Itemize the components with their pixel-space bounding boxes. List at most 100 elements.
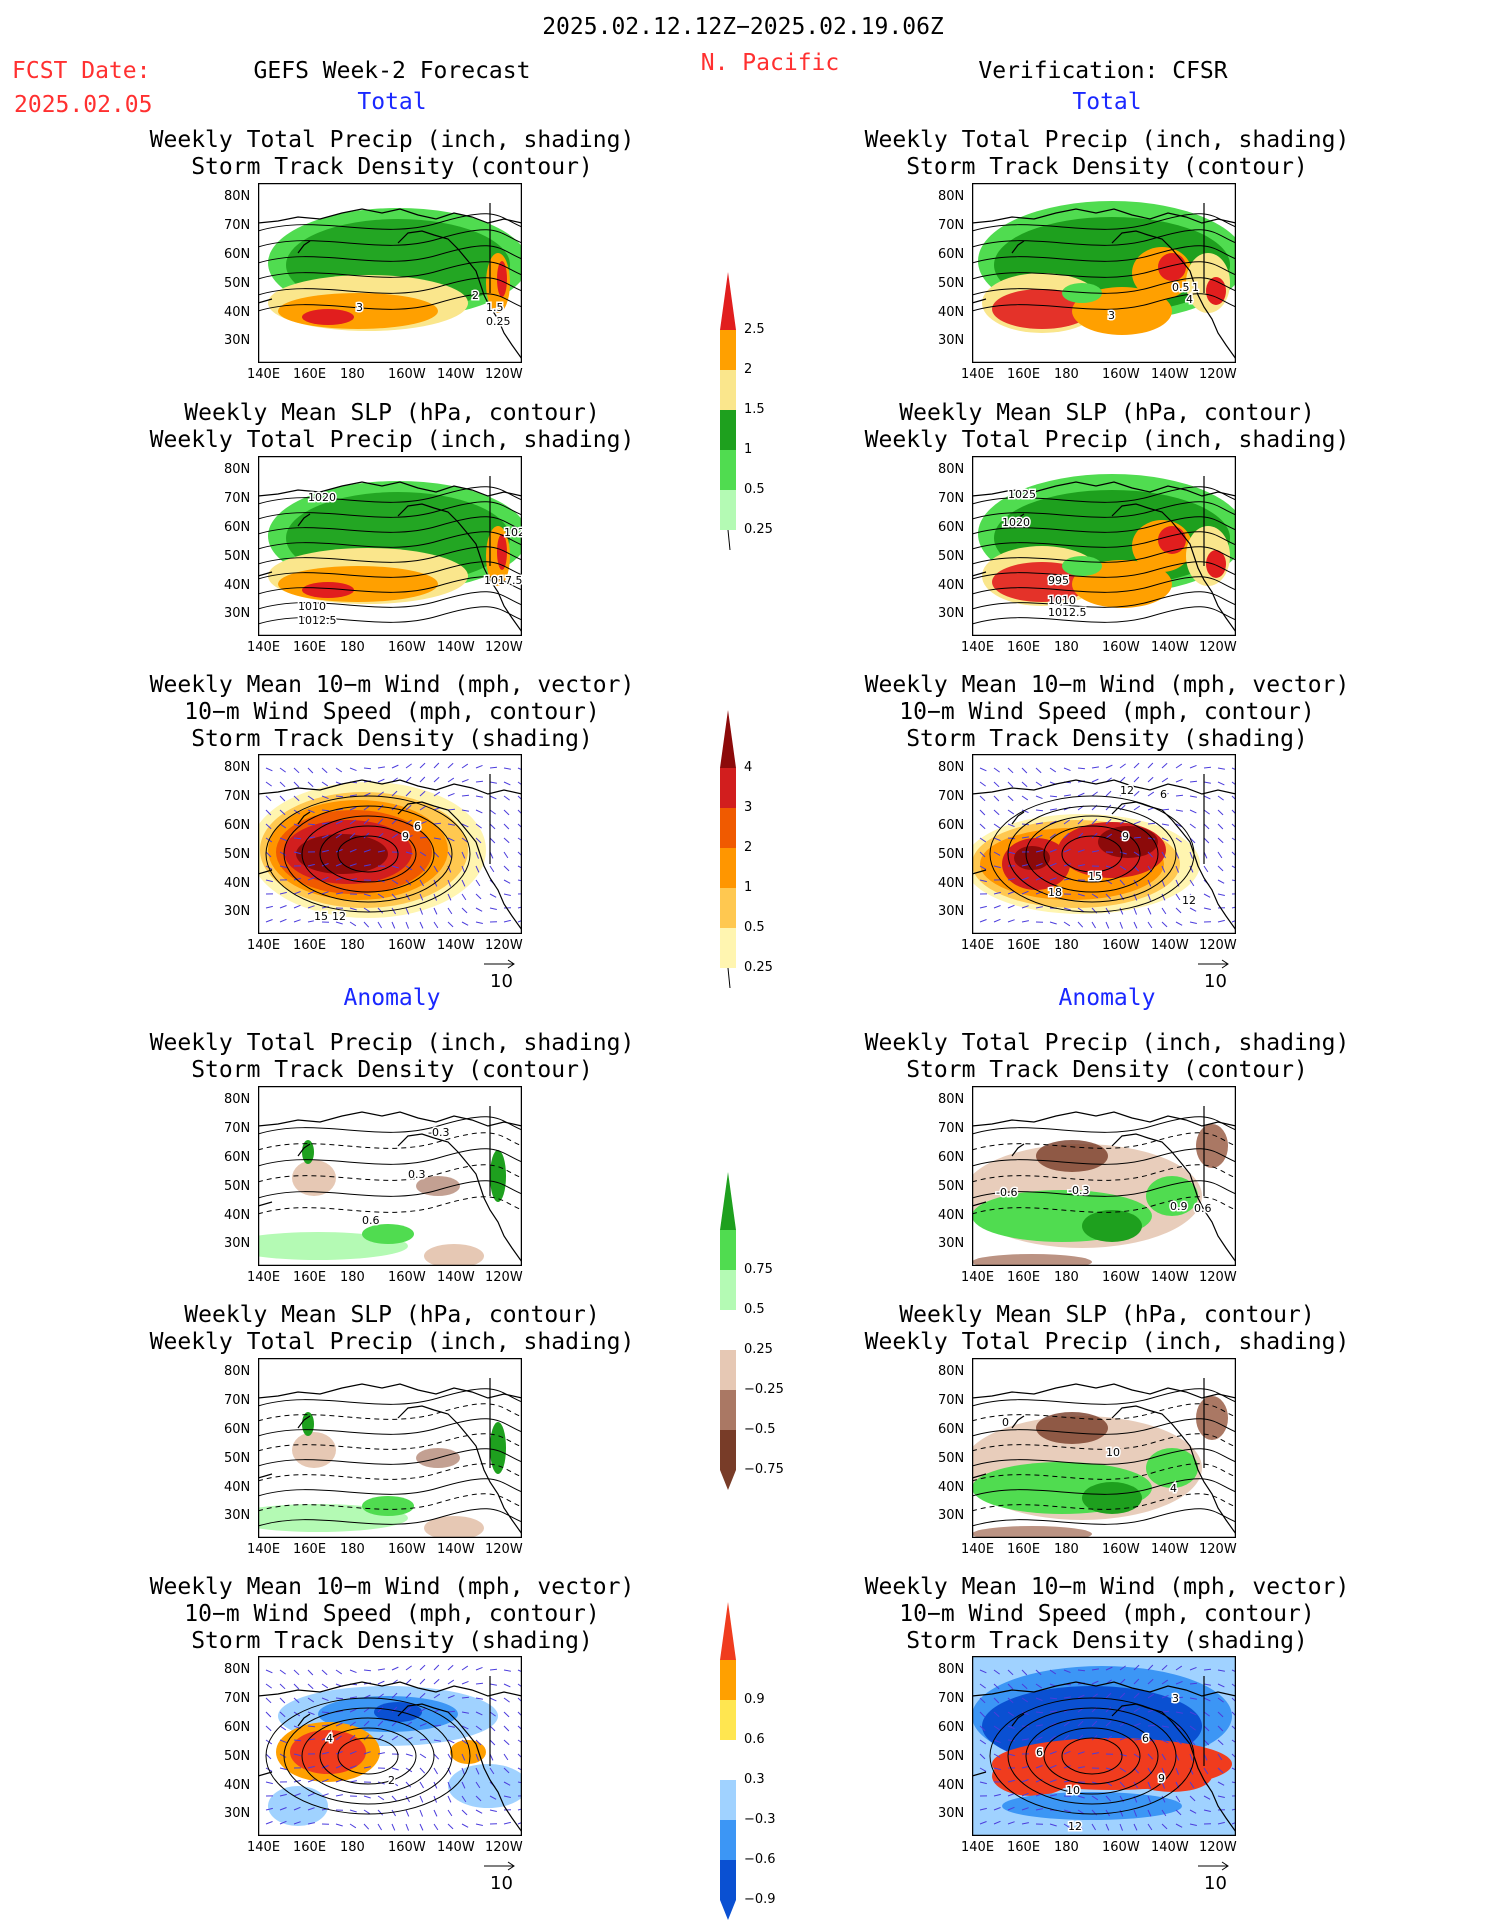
contour-label-fc-anom-wind-0: 4 bbox=[326, 1732, 333, 1745]
colorbar-label-precip-5: 2.5 bbox=[744, 322, 765, 337]
lon-label-fc-anom-precip-0: 140E bbox=[247, 1270, 281, 1285]
wind-ref-vector-ob-total-wind: 10 bbox=[1194, 954, 1234, 992]
colorbar-seg-storm-1 bbox=[720, 768, 736, 808]
contour-label-ob-total-slp-2: 995 bbox=[1048, 574, 1069, 587]
contour-label-ob-anom-precip-0: -0.6 bbox=[996, 1186, 1017, 1199]
contour-label-fc-total-slp-3: 1012.5 bbox=[298, 614, 337, 627]
lon-label-fc-anom-precip-5: 120W bbox=[485, 1270, 523, 1285]
contour-label-ob-total-wind-0: 12 bbox=[1120, 784, 1134, 797]
colorbar-label-storm-4: 3 bbox=[744, 800, 753, 815]
lat-label-ob-anom-wind-1: 70N bbox=[938, 1691, 965, 1706]
contour-label-ob-total-wind-1: 6 bbox=[1160, 788, 1167, 801]
coastline-ob-total-slp bbox=[971, 476, 1237, 633]
lon-label-ob-total-precip-0: 140E bbox=[961, 367, 995, 382]
contours-ob-anom-slp bbox=[971, 1388, 1237, 1527]
panel-title-ob-total-slp-1: Weekly Mean SLP (hPa, contour) bbox=[899, 400, 1315, 426]
colorbar-label-precip-2: 1 bbox=[744, 442, 753, 457]
lat-label-fc-total-wind-5: 30N bbox=[224, 904, 251, 919]
panel-title-ob-anom-wind-1: Weekly Mean 10−m Wind (mph, vector) bbox=[864, 1574, 1350, 1600]
contour-label-ob-total-precip-1: 1 bbox=[1192, 281, 1199, 294]
map-svg-fc-total-precip: 3 2 1.50.25 bbox=[257, 182, 528, 364]
map-border-fc-total-precip bbox=[257, 182, 523, 364]
lon-label-fc-anom-precip-3: 160W bbox=[388, 1270, 426, 1285]
lat-label-ob-anom-wind-0: 80N bbox=[938, 1662, 965, 1677]
map-svg-fc-total-wind: 69 15 12 bbox=[250, 753, 526, 935]
lat-label-fc-total-slp-3: 50N bbox=[224, 549, 251, 564]
colorbar-seg-precip_anom-4 bbox=[720, 1350, 736, 1390]
lat-label-ob-anom-slp-1: 70N bbox=[938, 1393, 965, 1408]
lon-label-fc-anom-slp-1: 160E bbox=[293, 1542, 327, 1557]
contour-label-ob-total-wind-2: 9 bbox=[1122, 830, 1129, 843]
map-panel-ob-total-slp: 1025 1020 995 1012.5 1010 bbox=[971, 455, 1246, 637]
lon-label-ob-anom-precip-1: 160E bbox=[1007, 1270, 1041, 1285]
panel-title-fc-total-slp-1: Weekly Mean SLP (hPa, contour) bbox=[184, 400, 600, 426]
colorbar-label-precip-3: 1.5 bbox=[744, 402, 765, 417]
lon-label-ob-anom-slp-2: 180 bbox=[1054, 1542, 1079, 1557]
contour-label-ob-anom-slp-0: 0 bbox=[1002, 1416, 1009, 1429]
lat-label-ob-total-wind-4: 40N bbox=[938, 876, 965, 891]
lon-label-ob-total-wind-2: 180 bbox=[1054, 938, 1079, 953]
colorbar-label-storm_anom-5: 0.9 bbox=[744, 1692, 765, 1707]
lat-label-fc-total-wind-2: 60N bbox=[224, 818, 251, 833]
lat-label-ob-anom-wind-2: 60N bbox=[938, 1720, 965, 1735]
colorbar-seg-precip_anom-6 bbox=[720, 1430, 736, 1470]
colorbar-precip_anom: −0.75 −0.5 −0.25 0.25 0.5 0.75 bbox=[718, 1170, 808, 1490]
map-border-fc-anom-precip bbox=[257, 1085, 523, 1267]
lat-label-ob-anom-slp-3: 50N bbox=[938, 1451, 965, 1466]
lat-label-fc-anom-precip-1: 70N bbox=[224, 1121, 251, 1136]
lon-label-fc-anom-precip-2: 180 bbox=[340, 1270, 365, 1285]
map-border-ob-anom-slp bbox=[971, 1357, 1237, 1539]
contour-label-ob-total-precip-0: 0.5 bbox=[1172, 281, 1190, 294]
section-total-left: Total bbox=[357, 89, 427, 115]
lon-label-ob-total-slp-2: 180 bbox=[1054, 640, 1079, 655]
lon-label-fc-total-wind-0: 140E bbox=[247, 938, 281, 953]
lat-label-fc-anom-precip-2: 60N bbox=[224, 1150, 251, 1165]
lon-label-fc-total-slp-5: 120W bbox=[485, 640, 523, 655]
contours-fc-anom-slp bbox=[257, 1388, 523, 1527]
contour-label-ob-anom-precip-1: -0.3 bbox=[1068, 1184, 1089, 1197]
lon-label-fc-total-precip-1: 160E bbox=[293, 367, 327, 382]
lon-label-fc-anom-slp-2: 180 bbox=[340, 1542, 365, 1557]
contours-fc-total-slp bbox=[257, 486, 523, 625]
lon-label-fc-anom-wind-3: 160W bbox=[388, 1840, 426, 1855]
panel-title-fc-anom-precip-1: Weekly Total Precip (inch, shading) bbox=[149, 1030, 635, 1056]
map-svg-ob-anom-precip: -0.6 -0.3 0.9 0.6 bbox=[962, 1085, 1237, 1270]
region-title: N. Pacific bbox=[700, 50, 840, 76]
lat-label-ob-total-wind-1: 70N bbox=[938, 789, 965, 804]
lon-label-ob-anom-slp-1: 160E bbox=[1007, 1542, 1041, 1557]
lon-label-ob-anom-slp-4: 140W bbox=[1151, 1542, 1189, 1557]
lat-label-fc-total-slp-0: 80N bbox=[224, 462, 251, 477]
map-svg-ob-anom-slp: 0 10 4 bbox=[962, 1357, 1237, 1542]
section-anomaly-right: Anomaly bbox=[1058, 985, 1156, 1011]
contour-label-fc-total-precip-3: 0.25 bbox=[486, 315, 511, 328]
lon-label-ob-total-precip-4: 140W bbox=[1151, 367, 1189, 382]
lat-label-ob-anom-slp-5: 30N bbox=[938, 1508, 965, 1523]
lon-label-ob-anom-wind-4: 140W bbox=[1151, 1840, 1189, 1855]
colorbar-seg-storm_anom-6 bbox=[720, 1860, 736, 1900]
lon-label-ob-total-slp-0: 140E bbox=[961, 640, 995, 655]
colorbar-label-storm_anom-4: 0.6 bbox=[744, 1732, 765, 1747]
lon-label-fc-anom-precip-1: 160E bbox=[293, 1270, 327, 1285]
contour-label-ob-total-slp-3: 1012.5 bbox=[1048, 606, 1087, 619]
lat-label-fc-anom-slp-2: 60N bbox=[224, 1422, 251, 1437]
wind-ref-vector-fc-anom-wind: 10 bbox=[480, 1856, 520, 1894]
map-panel-ob-anom-precip: -0.6 -0.3 0.9 0.6 bbox=[962, 1085, 1237, 1270]
shading-fc-anom-slp bbox=[228, 1412, 506, 1540]
lat-label-fc-total-precip-4: 40N bbox=[224, 305, 251, 320]
lon-label-ob-total-wind-1: 160E bbox=[1007, 938, 1041, 953]
wind-ref-arrow-fc-total-wind bbox=[484, 959, 515, 969]
panel-title-ob-total-precip-1: Weekly Total Precip (inch, shading) bbox=[864, 127, 1350, 153]
lat-label-ob-anom-slp-2: 60N bbox=[938, 1422, 965, 1437]
lon-label-fc-anom-wind-2: 180 bbox=[340, 1840, 365, 1855]
contour-label-fc-total-slp-0: 1020 bbox=[308, 491, 336, 504]
coastline-ob-anom-precip bbox=[971, 1106, 1237, 1263]
colorbar-seg-storm-3 bbox=[720, 848, 736, 888]
lat-label-ob-total-slp-0: 80N bbox=[938, 462, 965, 477]
lon-label-ob-anom-wind-3: 160W bbox=[1102, 1840, 1140, 1855]
colorbar-seg-storm_anom-5 bbox=[720, 1820, 736, 1860]
colorbar-label-storm-1: 0.5 bbox=[744, 920, 765, 935]
contour-label-fc-anom-wind-1: 2 bbox=[388, 1774, 395, 1787]
contours-fc-total-wind bbox=[265, 762, 526, 929]
contours-fc-anom-precip bbox=[257, 1116, 523, 1215]
